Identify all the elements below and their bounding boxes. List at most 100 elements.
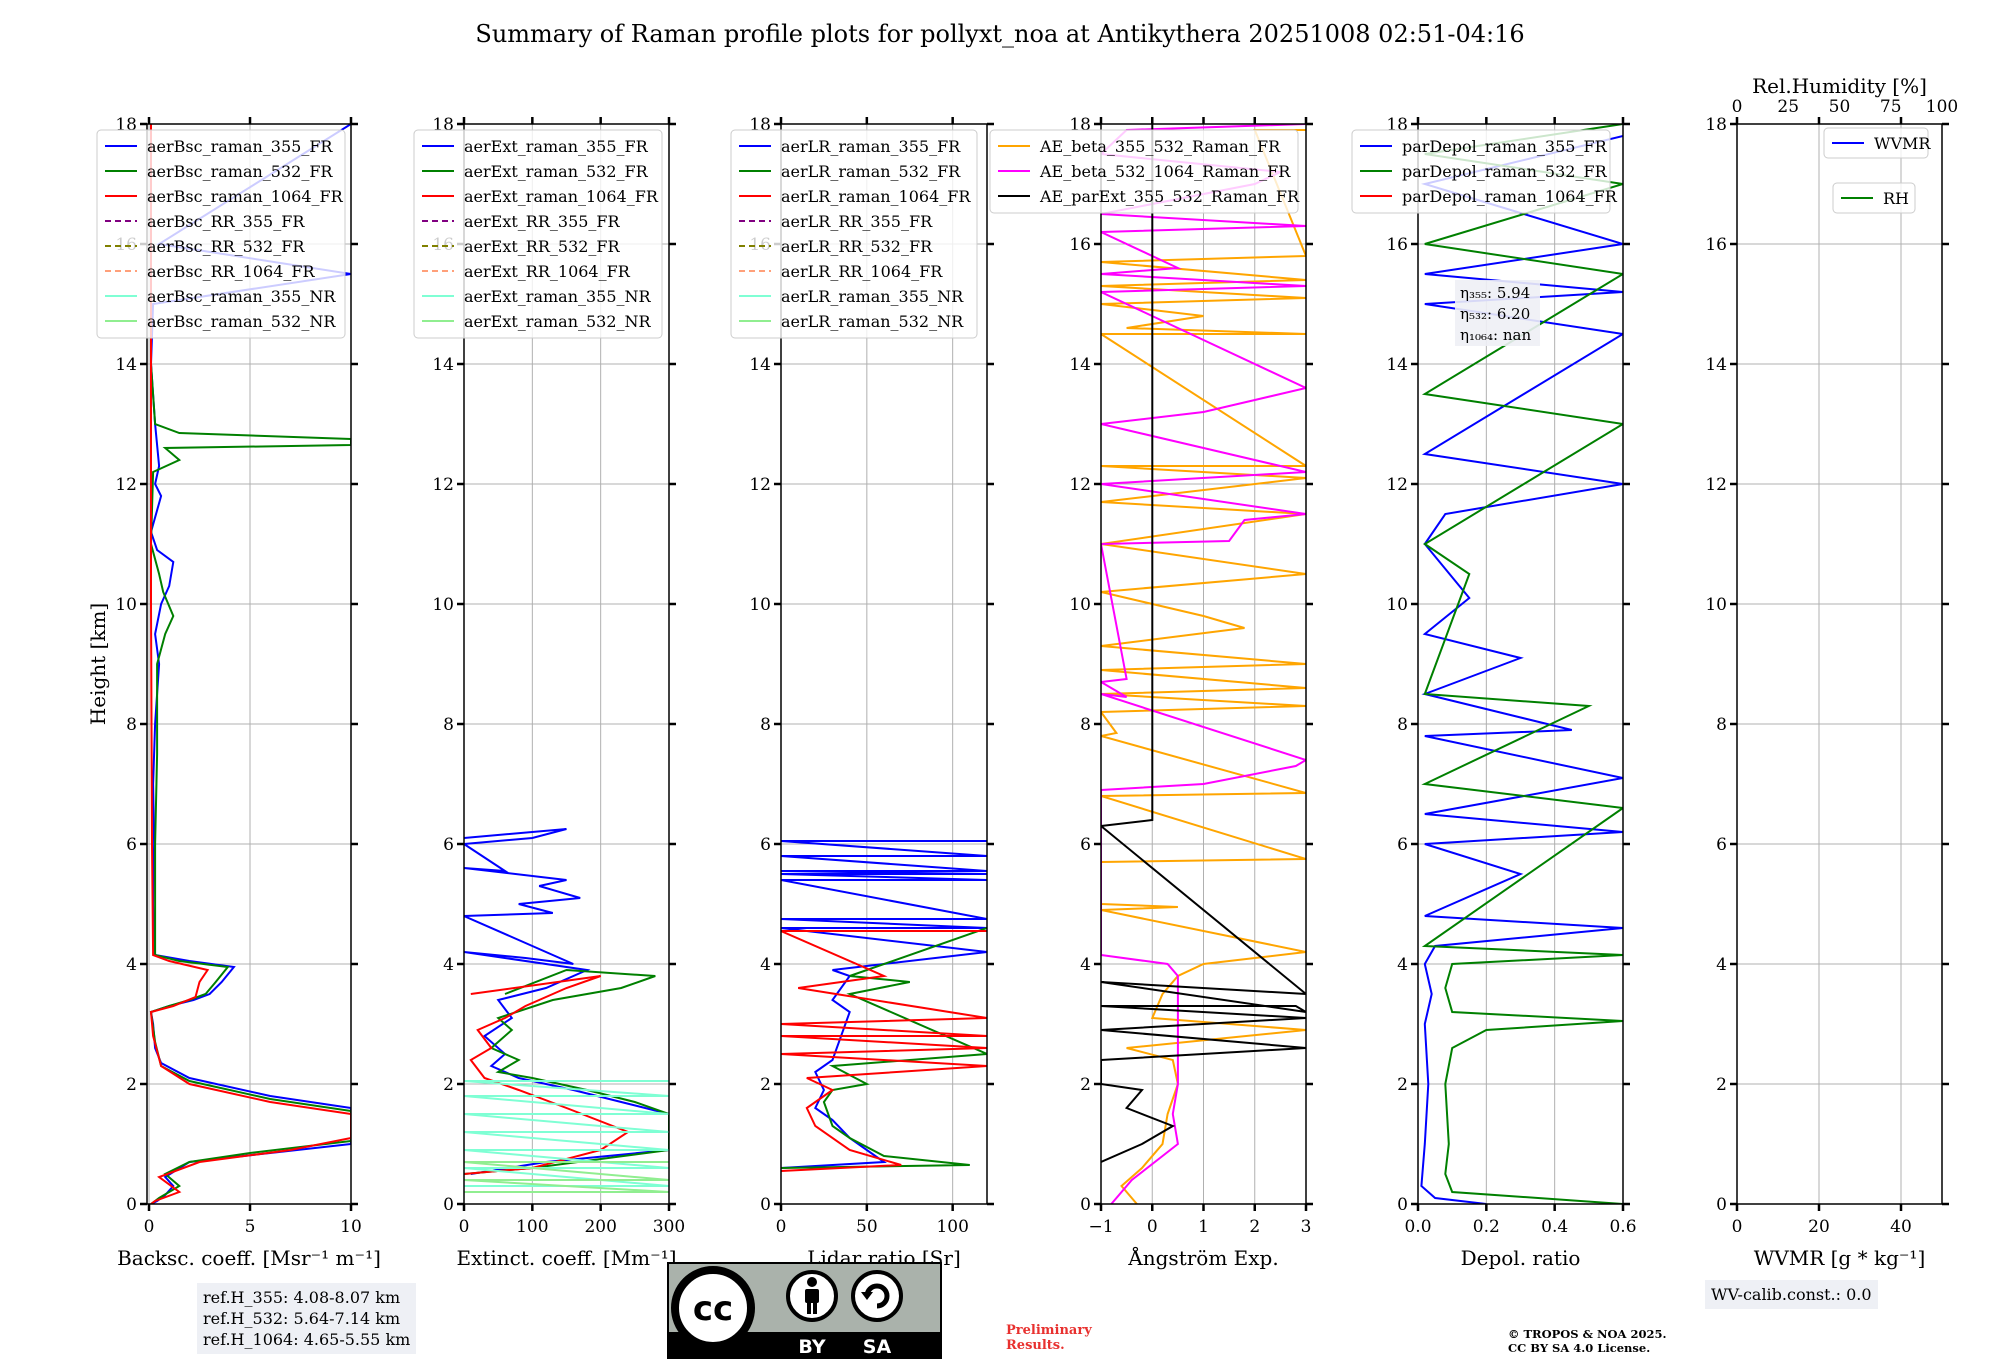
x-tick-label: 0 [1732,1217,1743,1237]
legend-label: aerLR_raman_532_FR [781,162,961,181]
copyright-note: © TROPOS & NOA 2025. CC BY SA 4.0 Licens… [1508,1327,1666,1355]
legend-label: aerExt_raman_355_FR [464,137,649,156]
legend-label: aerBsc_raman_1064_FR [147,187,344,206]
y-tick-label: 2 [443,1075,454,1095]
axes-frame [1417,123,1624,1205]
y-tick-label: 0 [1716,1195,1727,1215]
x-tick-label: 0 [144,1217,155,1237]
legend-label: parDepol_raman_355_FR [1402,137,1608,156]
x-tick-label: 100 [516,1217,548,1237]
x-top-axis-label: Rel.Humidity [%] [1752,74,1927,98]
panel-backscatter: 0246810121416180510Backsc. coeff. [Msr⁻¹… [96,115,381,1270]
x-tick-label: 20 [1808,1217,1830,1237]
x-axis-label: Depol. ratio [1461,1246,1581,1270]
series-line-AE_parExt_355_532_Raman_FR [1101,124,1306,1163]
x-axis-label: WVMR [g * kg⁻¹] [1754,1246,1926,1270]
y-tick-label: 8 [1080,715,1091,735]
panel-lidar_ratio: 024681012141618050100Lidar ratio [Sr]aer… [730,115,994,1270]
series-line-aerExt_raman_532_FR [464,968,669,1175]
cc-logo-icon: cc [671,1266,755,1350]
legend: aerBsc_raman_355_FR aerBsc_raman_532_FRae… [96,129,346,339]
eta-annotation: η₃₅₅: 5.94 η₅₃₂: 6.20 η₁₀₆₄: nan [1455,280,1540,346]
legend-label: WVMR [1874,134,1931,153]
x-tick-label: 0 [1147,1217,1158,1237]
legend-label: aerLR_raman_355_FR [781,137,961,156]
preliminary-line-1: Preliminary [1006,1323,1092,1338]
series-group [781,840,987,1172]
cc-text: cc [693,1289,733,1329]
sa-label: SA [863,1336,892,1358]
series-line-aerLR_raman_1064_FR [781,930,987,1172]
y-tick-label: 10 [1705,595,1727,615]
legend-label: aerLR_RR_1064_FR [781,262,943,281]
y-tick-label: 2 [1397,1075,1408,1095]
y-tick-label: 14 [115,355,137,375]
legend-label: aerBsc_RR_1064_FR [147,262,316,281]
y-tick-label: 4 [126,955,137,975]
legend-label: aerExt_RR_532_FR [464,237,621,256]
legend-label: AE_parExt_355_532_Raman_FR [1039,187,1300,206]
y-tick-label: 2 [1080,1075,1091,1095]
ref-height-355: ref.H_355: 4.08-8.07 km [203,1288,401,1307]
x-axis-label: Extinct. coeff. [Mm⁻¹] [456,1246,676,1270]
y-axis-label: Height [km] [86,603,110,725]
legend-label: aerLR_RR_532_FR [781,237,933,256]
x-tick-label: 0.2 [1473,1217,1500,1237]
y-tick-label: 18 [1705,115,1727,135]
legend-box [1823,127,1929,159]
x-axis-label: Ångström Exp. [1127,1245,1278,1270]
copyright-line-1: © TROPOS & NOA 2025. [1508,1327,1667,1341]
legend-label: parDepol_raman_532_FR [1402,162,1608,181]
y-tick-label: 0 [443,1195,454,1215]
y-tick-label: 2 [1716,1075,1727,1095]
x-axis-label: Backsc. coeff. [Msr⁻¹ m⁻¹] [117,1246,381,1270]
ref-height-1064: ref.H_1064: 4.65-5.55 km [203,1330,411,1349]
by-label: BY [798,1336,825,1358]
series-line-aerExt_raman_355_FR [464,828,669,1175]
y-tick-label: 12 [115,475,137,495]
legend-label: aerBsc_raman_532_NR [147,312,336,331]
y-tick-label: 0 [760,1195,771,1215]
legend-label: aerExt_RR_1064_FR [464,262,631,281]
legend-box [989,129,1299,214]
y-tick-label: 10 [1386,595,1408,615]
legend-label: aerExt_raman_532_NR [464,312,652,331]
legend-label: AE_beta_355_532_Raman_FR [1039,137,1281,156]
y-tick-label: 8 [443,715,454,735]
series-line-aerExt_raman_355_NR [464,1080,669,1187]
y-tick-label: 14 [432,355,454,375]
y-tick-label: 4 [1080,955,1091,975]
x-tick-label: 40 [1890,1217,1912,1237]
x-tick-label: 2 [1249,1217,1260,1237]
y-tick-label: 4 [760,955,771,975]
x-tick-label: 300 [653,1217,685,1237]
series-line-aerBsc_raman_1064_FR [149,124,351,1204]
legend-box [1832,182,1916,214]
y-tick-label: 12 [1069,475,1091,495]
legend-label: aerLR_raman_532_NR [781,312,964,331]
y-tick-label: 14 [1705,355,1727,375]
series-line-parDepol_raman_532_FR [1421,124,1623,1204]
y-tick-label: 0 [1080,1195,1091,1215]
axes-frame [780,123,988,1205]
y-tick-label: 16 [1386,235,1408,255]
y-tick-label: 4 [443,955,454,975]
legend: parDepol_raman_355_FR parDepol_raman_532_… [1351,129,1618,214]
y-tick-label: 2 [126,1075,137,1095]
y-tick-label: 4 [1716,955,1727,975]
y-tick-label: 12 [1386,475,1408,495]
series-line-aerExt_raman_532_NR [464,1161,669,1193]
legend-label: aerBsc_RR_532_FR [147,237,305,256]
x-tick-label: 3 [1301,1217,1312,1237]
y-tick-label: 14 [749,355,771,375]
copyright-line-2: CC BY SA 4.0 License. [1508,1341,1651,1355]
y-tick-label: 8 [126,715,137,735]
series-group [1101,124,1306,1204]
legend-label: aerExt_raman_532_FR [464,162,649,181]
y-tick-label: 12 [432,475,454,495]
legend-label: aerBsc_RR_355_FR [147,212,305,231]
